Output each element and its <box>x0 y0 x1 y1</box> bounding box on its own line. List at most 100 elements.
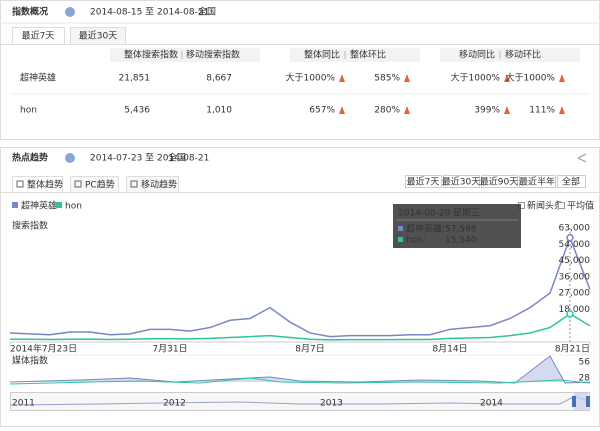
column-header: 移动搜索指数 <box>186 49 240 61</box>
section-title: 指数概况 <box>12 6 48 18</box>
date-range: 2014-07-23 至 2014-08-21 <box>90 153 209 164</box>
hover-point <box>566 234 574 242</box>
cell: 657% <box>309 106 335 116</box>
tooltip <box>393 204 521 248</box>
tab-label[interactable]: 移动趋势 <box>141 179 177 191</box>
axis-title: 搜索指数 <box>12 220 48 232</box>
tab[interactable] <box>12 176 63 193</box>
legend-label: hon <box>65 202 82 212</box>
tab-icon <box>16 180 24 188</box>
media-line-2 <box>9 377 591 385</box>
column-header: 整体搜索指数 <box>124 49 178 61</box>
x-tick-label: 7月31日 <box>152 344 187 355</box>
y-tick-label: 63,000 <box>559 224 591 234</box>
slider-handle[interactable] <box>586 396 590 407</box>
range-button[interactable] <box>405 175 442 188</box>
slider-handle[interactable] <box>572 396 576 407</box>
range-button[interactable] <box>481 175 518 188</box>
cell: 5,436 <box>124 106 150 116</box>
up-arrow <box>404 106 410 114</box>
range-selection[interactable] <box>574 393 588 410</box>
help-icon <box>65 7 75 17</box>
media-tick: 28 <box>579 374 591 384</box>
cell: 21,851 <box>119 74 151 84</box>
column-header: 移动环比 <box>505 49 541 61</box>
media-line <box>9 355 591 384</box>
y-tick-label: 18,000 <box>559 305 591 315</box>
up-arrow <box>559 106 565 114</box>
tooltip-label: hon: <box>406 236 426 246</box>
y-tick-label: 54,000 <box>559 240 591 250</box>
range-button[interactable] <box>557 175 586 188</box>
tooltip-swatch <box>398 226 403 231</box>
tab-icon <box>74 180 82 188</box>
range-label[interactable]: 最近半年 <box>519 176 555 188</box>
column-header: 整体同比 <box>304 49 340 61</box>
up-arrow <box>504 74 510 82</box>
option-label[interactable]: 平均值 <box>567 200 594 212</box>
x-tick-label: 2014年7月23日 <box>10 343 77 355</box>
year-label: 2013 <box>320 399 343 409</box>
year-label: 2012 <box>163 399 186 409</box>
share-icon[interactable] <box>577 153 587 163</box>
hover-point <box>566 310 574 318</box>
range-label[interactable]: 最近30天 <box>442 176 480 188</box>
option-label[interactable]: 新闻头条 <box>527 200 563 212</box>
year-label: 2011 <box>12 399 35 409</box>
tooltip-value: 15,540 <box>445 236 477 246</box>
tab[interactable] <box>70 27 126 45</box>
up-arrow <box>339 106 345 114</box>
up-arrow <box>404 74 410 82</box>
range-button[interactable] <box>443 175 480 188</box>
header-bg <box>290 48 420 62</box>
range-label[interactable]: 最近7天 <box>407 176 440 188</box>
date-range: 2014-08-15 至 2014-08-21 <box>90 7 209 18</box>
timeline-line <box>9 395 591 406</box>
range-label[interactable]: 全部 <box>562 176 580 188</box>
column-header: 整体环比 <box>350 49 386 61</box>
series-line <box>10 312 591 341</box>
x-tick-label: 8月21日 <box>555 344 590 355</box>
cell: 大于1000% <box>506 72 556 84</box>
keyword[interactable]: hon <box>20 106 37 116</box>
cell: 399% <box>474 106 500 116</box>
tab[interactable] <box>126 176 179 193</box>
help-icon <box>65 153 75 163</box>
series-line <box>9 235 591 338</box>
tab-label[interactable]: 最近7天 <box>22 30 55 42</box>
up-arrow <box>504 106 510 114</box>
tab-icon <box>130 180 138 188</box>
range-button[interactable] <box>519 175 556 188</box>
tab[interactable] <box>12 27 65 45</box>
tooltip-label: 超神英雄: <box>406 223 445 235</box>
region: 全国 <box>198 6 216 18</box>
cell: 1,010 <box>206 106 232 116</box>
cell: 111% <box>529 106 555 116</box>
tab-label[interactable]: 最近30天 <box>79 30 117 42</box>
legend-swatch <box>56 202 62 208</box>
header-bg <box>440 48 580 62</box>
cell: 585% <box>374 74 400 84</box>
legend-swatch <box>12 202 18 208</box>
tab-label[interactable]: 整体趋势 <box>27 179 63 191</box>
checkbox[interactable] <box>558 202 565 209</box>
cell: 280% <box>374 106 400 116</box>
tooltip-title: 2014-08-20 星期三 <box>398 208 480 219</box>
region: 全国 <box>168 152 186 164</box>
tab[interactable] <box>70 176 119 193</box>
x-tick-label: 8月14日 <box>432 344 467 355</box>
overview-panel <box>0 0 600 140</box>
y-tick-label: 36,000 <box>559 272 591 282</box>
cell: 8,667 <box>206 74 232 84</box>
tooltip-swatch <box>398 237 403 242</box>
x-tick-label: 8月7日 <box>295 344 324 355</box>
range-label[interactable]: 最近90天 <box>480 176 518 188</box>
cell: 大于1000% <box>451 72 501 84</box>
y-tick-label: 45,000 <box>559 256 591 266</box>
column-header: 移动同比 <box>459 49 495 61</box>
keyword[interactable]: 超神英雄 <box>20 72 56 84</box>
cell: 大于1000% <box>286 72 336 84</box>
tab-label[interactable]: PC趋势 <box>85 179 115 191</box>
axis-title: 媒体指数 <box>12 355 48 367</box>
